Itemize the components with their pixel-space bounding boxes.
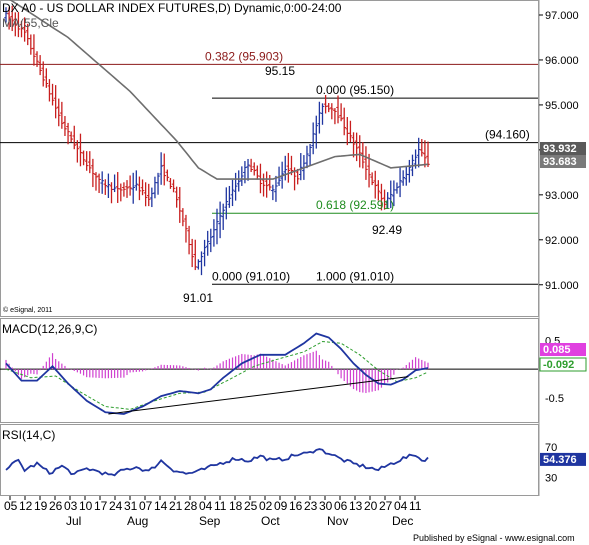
level-label: 1.000 (91.010) — [316, 269, 394, 283]
x-axis-day-tick: 14 — [154, 499, 168, 513]
ma-55-line — [9, 0, 429, 180]
price-chart-title: DX A0 - US DOLLAR INDEX FUTURES,D) Dynam… — [2, 1, 342, 15]
x-axis-day-tick: 18 — [229, 499, 243, 513]
x-axis-day-tick: 09 — [274, 499, 288, 513]
macd-tag-box — [540, 343, 586, 356]
macd-tag-box — [539, 357, 587, 372]
price-tag-box — [540, 155, 586, 168]
rsi-panel-frame — [0, 424, 539, 496]
x-axis-day-tick: 26 — [49, 499, 63, 513]
price-axis-tick: 97.000 — [545, 10, 579, 22]
x-axis-day-tick: 13 — [349, 499, 363, 513]
x-axis-day-tick: 11 — [409, 499, 422, 513]
x-axis-day-tick: 31 — [124, 499, 138, 513]
x-axis-day-tick: 04 — [199, 499, 213, 513]
x-axis-day-tick: 27 — [379, 499, 393, 513]
x-axis-day-tick: 10 — [79, 499, 93, 513]
x-axis-day-tick: 03 — [64, 499, 78, 513]
x-axis-day-tick: 30 — [319, 499, 333, 513]
x-axis-month-label: Nov — [327, 514, 348, 528]
price-axis-tick: 96.000 — [545, 55, 579, 67]
x-axis-day-tick: 06 — [334, 499, 348, 513]
price-tag-label: 93.932 — [543, 143, 577, 155]
x-axis-day-tick: 24 — [109, 499, 123, 513]
price-axis-tick: 93.000 — [545, 190, 579, 202]
macd-trendline — [108, 376, 409, 415]
price-axis-tick: 92.000 — [545, 235, 579, 247]
macd-title: MACD(12,26,9,C) — [2, 322, 97, 336]
macd-signal-line — [5, 340, 429, 410]
price-axis-tick: 95.000 — [545, 100, 579, 112]
level-label: 0.000 (95.150) — [316, 83, 394, 97]
level-label: (94.160) — [485, 128, 530, 142]
x-axis-day-tick: 02 — [259, 499, 273, 513]
rsi-tag-box — [540, 452, 586, 466]
price-tag-box — [540, 142, 586, 155]
x-axis-day-tick: 04 — [394, 499, 408, 513]
price-tag-label: 93.683 — [543, 156, 577, 168]
rsi-title: RSI(14,C) — [2, 428, 55, 442]
rsi-line — [5, 448, 429, 477]
x-axis-day-tick: 16 — [289, 499, 303, 513]
x-axis-month-label: Sep — [199, 514, 221, 528]
x-axis-month-label: Aug — [127, 514, 148, 528]
ma-legend: MA(55,Cle — [2, 16, 59, 30]
level-label: 0.618 (92.591) — [316, 198, 394, 212]
x-axis-day-tick: 11 — [214, 499, 227, 513]
x-axis-month-label: Jul — [66, 514, 81, 528]
x-axis-day-tick: 25 — [244, 499, 258, 513]
level-label: 0.000 (91.010) — [212, 269, 290, 283]
x-axis-day-tick: 17 — [94, 499, 108, 513]
x-axis-day-tick: 05 — [4, 499, 18, 513]
x-axis-day-tick: 19 — [34, 499, 48, 513]
x-axis-day-tick: 28 — [184, 499, 198, 513]
macd-tag-label: 0.085 — [543, 344, 571, 356]
copyright-label: © eSignal, 2011 — [3, 306, 53, 314]
x-axis-month-label: Oct — [261, 514, 280, 528]
rsi-axis-tick: 70 — [545, 442, 557, 454]
x-axis-day-tick: 12 — [19, 499, 33, 513]
footer-credit: Published by eSignal - www.esignal.com — [413, 533, 575, 543]
price-axis-tick: 91.000 — [545, 280, 579, 292]
x-axis-day-tick: 07 — [139, 499, 153, 513]
price-annotation: 95.15 — [265, 64, 295, 78]
x-axis-day-tick: 20 — [364, 499, 378, 513]
rsi-tag-label: 54.376 — [543, 454, 577, 466]
price-annotation: 92.49 — [372, 223, 402, 237]
macd-tag-label: -0.092 — [543, 359, 574, 371]
level-label: 0.382 (95.903) — [205, 49, 283, 63]
x-axis-day-tick: 23 — [304, 499, 318, 513]
rsi-axis-tick: 30 — [545, 473, 557, 485]
x-axis-day-tick: 21 — [169, 499, 183, 513]
macd-line — [5, 332, 429, 415]
x-axis-month-label: Dec — [392, 514, 413, 528]
macd-axis-tick: -0.5 — [545, 393, 564, 405]
price-annotation: 91.01 — [183, 291, 213, 305]
